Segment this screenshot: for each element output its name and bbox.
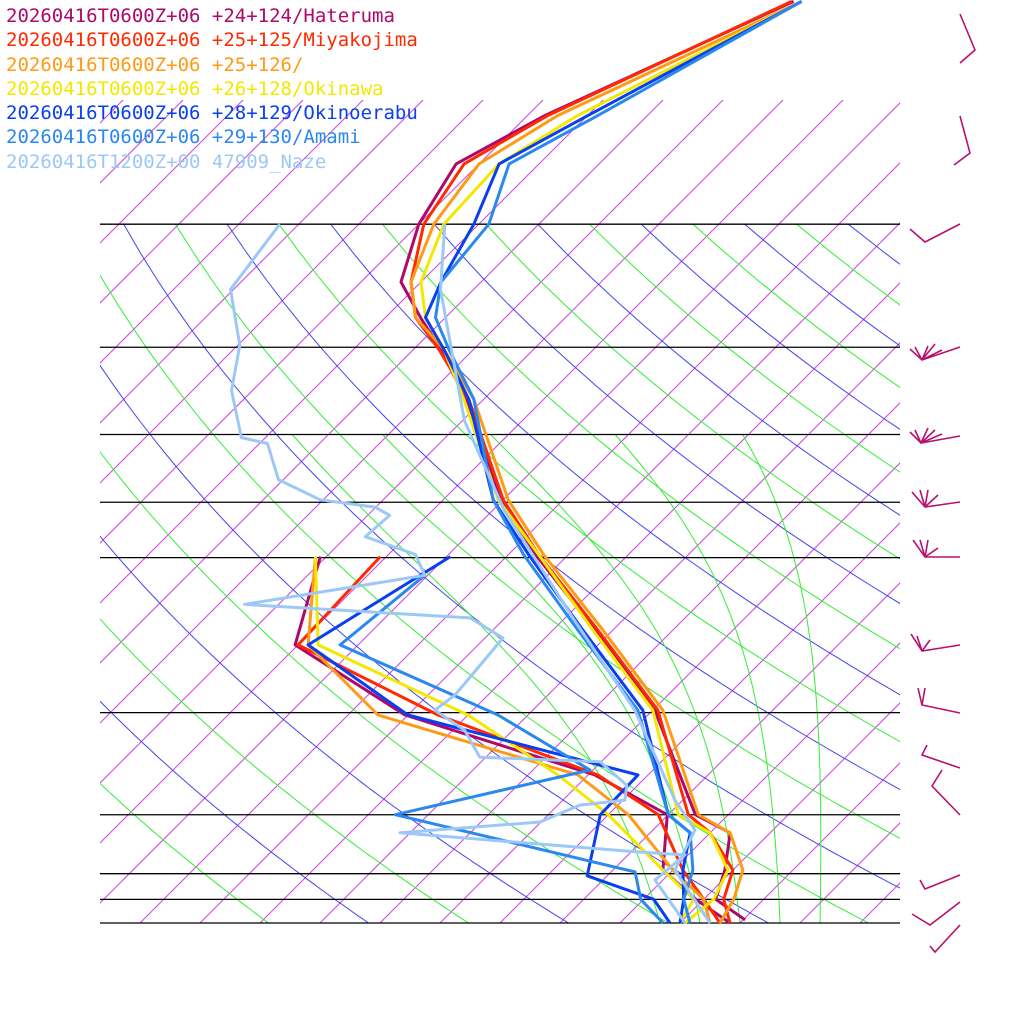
- isobar-lines: [100, 223, 900, 924]
- legend-entry: 20260416T1200Z+00 47909_Naze: [6, 150, 327, 173]
- isotherm-line: [559, 582, 900, 923]
- isotherm-line: [100, 100, 184, 184]
- dry-adiabat-line: [100, 451, 669, 923]
- wind-barb-icon: [917, 687, 961, 714]
- moist-adiabat-line: [742, 434, 822, 923]
- dry-adiabat-line: [640, 224, 900, 431]
- wind-barb-icon: [912, 539, 960, 558]
- isotherm-line: [379, 402, 900, 923]
- dewpoint-line-2: [306, 556, 712, 924]
- moist-adiabat-line: [291, 434, 661, 923]
- dewpoint-line-6: [229, 223, 687, 924]
- isotherm-line: [439, 462, 900, 923]
- wind-barb-icon: [909, 343, 961, 361]
- isotherm-line: [920, 0, 1024, 923]
- temperature-line-0: [399, 0, 795, 922]
- dry-adiabat-line: [278, 224, 900, 743]
- wind-barb-icon: [911, 489, 961, 508]
- isotherm-line: [100, 100, 124, 124]
- isotherm-line: [739, 762, 900, 923]
- wind-barbs: [909, 13, 976, 954]
- dry-adiabat-lines: [100, 224, 900, 923]
- isotherm-line: [100, 100, 304, 304]
- legend-entry: 20260416T0600Z+06 +25+126/: [6, 53, 304, 76]
- dewpoint-line-5: [338, 574, 665, 925]
- dry-adiabat-line: [589, 224, 900, 473]
- legend-entry: 20260416T0600Z+06 +26+128/Okinawa: [6, 77, 384, 100]
- dry-adiabat-line: [100, 535, 569, 923]
- dry-adiabat-line: [744, 224, 900, 347]
- legend-entry: 20260416T0600Z+06 +28+129/Okinoerabu: [6, 102, 418, 125]
- moist-adiabat-line: [490, 434, 741, 923]
- dewpoint-line-4: [306, 555, 672, 924]
- dry-adiabat-line: [330, 224, 900, 696]
- dry-adiabat-line: [847, 224, 900, 265]
- temperature-line-1: [409, 0, 793, 924]
- wind-barb-icon: [959, 13, 976, 64]
- wind-barb-icon: [909, 223, 961, 243]
- dry-adiabat-line: [485, 224, 900, 560]
- dry-adiabat-line: [100, 618, 469, 923]
- dry-adiabat-line: [692, 224, 900, 389]
- dry-adiabat-line: [226, 224, 900, 791]
- wind-barb-icon: [910, 633, 961, 652]
- isotherm-line: [799, 822, 900, 923]
- sounding-profiles: [229, 0, 803, 925]
- isotherm-line: [100, 100, 244, 244]
- legend-entry: 20260416T0600Z+06 +25+125/Miyakojima: [6, 29, 418, 52]
- wind-barb-icon: [920, 744, 961, 816]
- moist-adiabat-line: [614, 434, 781, 923]
- wind-barb-icon: [909, 427, 961, 444]
- temperature-line-5: [434, 0, 803, 924]
- wind-barb-icon: [911, 901, 961, 926]
- chart-legend: 20260416T0600Z+06 +24+124/Hateruma 202604…: [6, 4, 418, 174]
- temperature-line-6: [439, 224, 712, 924]
- dewpoint-line-3: [313, 556, 696, 924]
- legend-entry: 20260416T0600Z+06 +29+130/Amami: [6, 126, 361, 149]
- isotherm-line: [100, 100, 424, 424]
- isotherm-line: [100, 100, 364, 364]
- temperature-line-2: [409, 0, 803, 924]
- isotherm-line: [619, 642, 900, 923]
- dry-adiabat-line: [796, 224, 900, 306]
- legend-entry: 20260416T0600Z+06 +24+124/Hateruma: [6, 5, 395, 27]
- wind-barb-icon: [953, 115, 971, 166]
- wind-barb-icon: [919, 874, 961, 891]
- isotherm-line: [499, 522, 900, 923]
- isotherm-line: [679, 702, 900, 923]
- wind-barb-icon: [929, 924, 961, 954]
